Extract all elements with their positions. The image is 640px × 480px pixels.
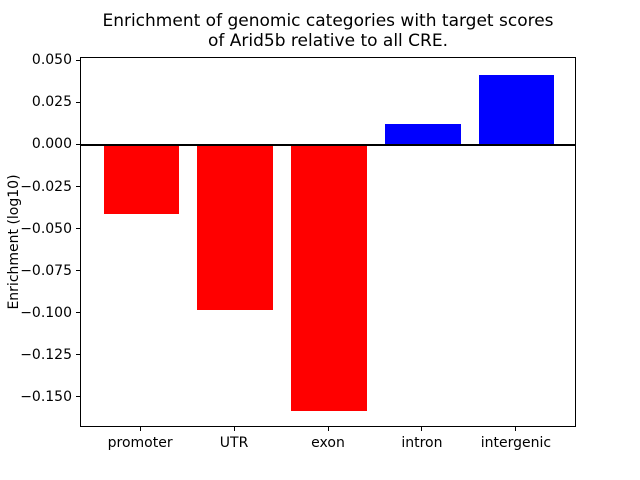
y-tick-mark — [76, 270, 80, 272]
y-tick-label: −0.125 — [20, 346, 72, 363]
zero-line — [81, 144, 575, 147]
y-tick-label: 0.025 — [31, 94, 72, 111]
bar-promoter — [103, 145, 179, 215]
x-tick-label-intergenic: intergenic — [480, 435, 552, 451]
bar-exon — [291, 145, 367, 412]
x-tick-label-exon: exon — [311, 435, 345, 451]
x-tick-mark — [421, 427, 423, 431]
y-tick-label: −0.150 — [20, 388, 72, 405]
x-tick-label-intron: intron — [401, 435, 443, 451]
y-tick-mark — [76, 143, 80, 145]
y-tick-mark — [76, 228, 80, 230]
y-tick-mark — [76, 312, 80, 314]
bar-UTR — [197, 145, 273, 311]
chart-title: Enrichment of genomic categories with ta… — [102, 11, 554, 52]
x-tick-mark — [327, 427, 329, 431]
y-tick-mark — [76, 101, 80, 103]
y-tick-label: 0.050 — [31, 52, 72, 69]
y-tick-label: −0.050 — [20, 220, 72, 237]
y-tick-mark — [76, 396, 80, 398]
y-tick-mark — [76, 354, 80, 356]
bar-intron — [385, 123, 461, 146]
y-tick-label: 0.000 — [31, 136, 72, 153]
y-tick-mark — [76, 59, 80, 61]
y-tick-label: −0.100 — [20, 304, 72, 321]
y-tick-label: −0.075 — [20, 262, 72, 279]
y-tick-label: −0.025 — [20, 178, 72, 195]
x-tick-mark — [233, 427, 235, 431]
x-tick-mark — [515, 427, 517, 431]
plot-area — [80, 57, 576, 427]
y-tick-mark — [76, 186, 80, 187]
y-axis-label: Enrichment (log10) — [6, 174, 22, 310]
bar-intergenic — [479, 74, 555, 146]
x-tick-mark — [139, 427, 141, 431]
x-tick-label-UTR: UTR — [219, 435, 249, 451]
x-tick-label-promoter: promoter — [107, 435, 173, 451]
